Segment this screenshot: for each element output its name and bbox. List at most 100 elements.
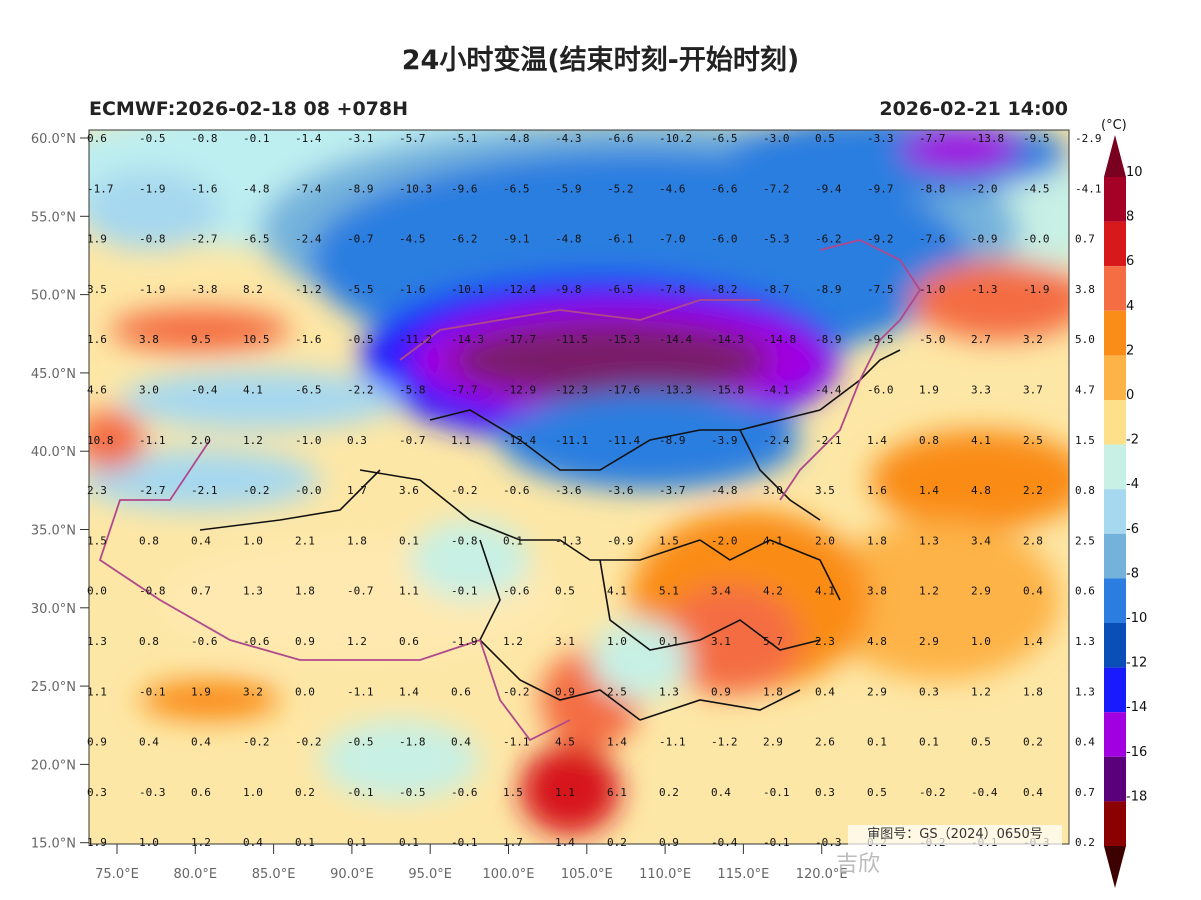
colorbar: (°C) 10 8 6 4 2 0 -2 -4 -6 -8 -10 -12 -14 -16 -18 bbox=[1101, 118, 1147, 888]
grid-value: -15.8 bbox=[711, 384, 744, 397]
grid-value: 1.9 bbox=[919, 384, 939, 397]
grid-value: -5.5 bbox=[347, 283, 374, 296]
grid-value: -4.1 bbox=[763, 384, 790, 397]
grid-value: -7.4 bbox=[295, 182, 322, 195]
grid-value: 1.4 bbox=[399, 685, 419, 698]
grid-value: 2.9 bbox=[919, 635, 939, 648]
grid-value: 1.8 bbox=[867, 534, 887, 547]
grid-value: 0.0 bbox=[295, 685, 315, 698]
grid-value: 0.2 bbox=[607, 836, 627, 849]
lat-tick-label: 25.0°N bbox=[31, 680, 76, 695]
grid-value: 3.2 bbox=[243, 685, 263, 698]
grid-value: -1.7 bbox=[87, 182, 114, 195]
grid-value: 1.4 bbox=[555, 836, 575, 849]
grid-value: 3.8 bbox=[867, 585, 887, 598]
grid-value: -0.0 bbox=[295, 484, 322, 497]
grid-value: -2.0 bbox=[971, 182, 998, 195]
grid-value: -1.9 bbox=[1023, 283, 1050, 296]
colorbar-segment bbox=[1104, 801, 1126, 846]
grid-value: 0.1 bbox=[659, 635, 679, 648]
grid-value: -0.2 bbox=[243, 484, 270, 497]
grid-value: 3.2 bbox=[1023, 333, 1043, 346]
grid-value: -0.1 bbox=[763, 836, 790, 849]
grid-value: -4.3 bbox=[555, 132, 582, 145]
grid-value: -1.4 bbox=[295, 132, 322, 145]
grid-value: 0.6 bbox=[1075, 585, 1095, 598]
grid-value: 2.5 bbox=[1075, 534, 1095, 547]
grid-value: -9.7 bbox=[867, 182, 894, 195]
grid-value: -2.1 bbox=[191, 484, 218, 497]
colorbar-label: -18 bbox=[1126, 789, 1147, 804]
lat-tick-label: 50.0°N bbox=[31, 289, 76, 304]
grid-value: -11.1 bbox=[555, 434, 588, 447]
grid-value: 4.2 bbox=[763, 585, 783, 598]
grid-value: 1.5 bbox=[503, 786, 523, 799]
grid-value: 0.3 bbox=[815, 786, 835, 799]
grid-value: -0.4 bbox=[711, 836, 738, 849]
lat-tick-label: 20.0°N bbox=[31, 758, 76, 773]
grid-value: -6.2 bbox=[815, 233, 842, 246]
grid-value: 0.4 bbox=[815, 685, 835, 698]
grid-value: 1.9 bbox=[191, 685, 211, 698]
grid-value: -0.5 bbox=[347, 736, 374, 749]
grid-value: -13.8 bbox=[971, 132, 1004, 145]
grid-value: -10.3 bbox=[399, 182, 432, 195]
grid-value: 0.8 bbox=[139, 635, 159, 648]
grid-value: -0.5 bbox=[139, 132, 166, 145]
grid-value: 1.3 bbox=[243, 585, 263, 598]
grid-value: -8.9 bbox=[347, 182, 374, 195]
grid-value: 2.7 bbox=[971, 333, 991, 346]
grid-value: 0.8 bbox=[1075, 484, 1095, 497]
grid-value: -0.5 bbox=[347, 333, 374, 346]
watermark: 吉欣 bbox=[836, 852, 881, 877]
grid-value: 6.1 bbox=[607, 786, 627, 799]
grid-value: -6.0 bbox=[711, 233, 738, 246]
grid-value: -0.8 bbox=[191, 132, 218, 145]
grid-value: -5.9 bbox=[555, 182, 582, 195]
grid-value: 1.2 bbox=[971, 685, 991, 698]
grid-value: -6.1 bbox=[607, 233, 634, 246]
grid-value: -0.7 bbox=[399, 434, 426, 447]
grid-value: 1.1 bbox=[399, 585, 419, 598]
grid-value: 0.3 bbox=[919, 685, 939, 698]
grid-value: -4.6 bbox=[659, 182, 686, 195]
grid-value: 0.1 bbox=[347, 836, 367, 849]
grid-value: 10.8 bbox=[87, 434, 114, 447]
grid-value: 1.1 bbox=[555, 786, 575, 799]
grid-value: -1.3 bbox=[971, 283, 998, 296]
grid-value: 0.1 bbox=[919, 736, 939, 749]
grid-value: -0.0 bbox=[1023, 233, 1050, 246]
grid-value: -2.2 bbox=[347, 384, 374, 397]
lat-tick-label: 15.0°N bbox=[31, 837, 76, 852]
grid-value: 0.4 bbox=[451, 736, 471, 749]
grid-value: 1.3 bbox=[919, 534, 939, 547]
grid-value: 0.9 bbox=[295, 635, 315, 648]
grid-value: 0.6 bbox=[451, 685, 471, 698]
colorbar-segment bbox=[1104, 400, 1126, 445]
grid-value: -0.5 bbox=[399, 786, 426, 799]
grid-value: -2.7 bbox=[191, 233, 218, 246]
grid-value: 0.6 bbox=[87, 132, 107, 145]
grid-value: -6.5 bbox=[607, 283, 634, 296]
temperature-grid-values: 0.6 -0.5 -0.8 -0.1 -1.4 -3.1 -5.7 -5.1 -4.8 -4.3 -… bbox=[87, 132, 1102, 849]
grid-value: -1.0 bbox=[295, 434, 322, 447]
grid-value: -12.3 bbox=[555, 384, 588, 397]
colorbar-segment bbox=[1104, 756, 1126, 802]
grid-value: 10.5 bbox=[243, 333, 270, 346]
grid-value: 4.1 bbox=[607, 585, 627, 598]
grid-value: -6.2 bbox=[451, 233, 478, 246]
temperature-field bbox=[89, 130, 1069, 844]
grid-value: -1.1 bbox=[659, 736, 686, 749]
colorbar-top-arrow bbox=[1104, 135, 1126, 177]
grid-value: -1.9 bbox=[451, 635, 478, 648]
grid-value: 1.1 bbox=[87, 685, 107, 698]
grid-value: 0.3 bbox=[87, 786, 107, 799]
grid-value: -4.5 bbox=[399, 233, 426, 246]
lon-tick-label: 110.0°E bbox=[639, 867, 691, 882]
grid-value: 2.3 bbox=[815, 635, 835, 648]
grid-value: -0.1 bbox=[347, 786, 374, 799]
grid-value: 2.9 bbox=[763, 736, 783, 749]
grid-value: -4.8 bbox=[503, 132, 530, 145]
grid-value: -0.1 bbox=[243, 132, 270, 145]
